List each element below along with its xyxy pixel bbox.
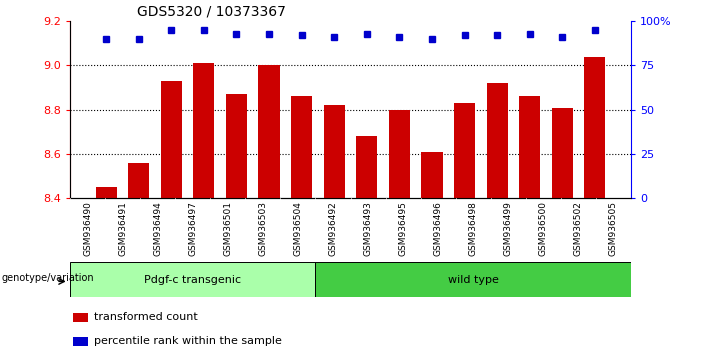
- Bar: [315, 262, 631, 297]
- Text: GSM936503: GSM936503: [259, 201, 267, 256]
- Text: genotype/variation: genotype/variation: [1, 273, 94, 283]
- Text: GSM936498: GSM936498: [469, 201, 477, 256]
- Bar: [324, 105, 345, 198]
- Bar: [421, 152, 442, 198]
- Bar: [70, 262, 315, 297]
- Text: transformed count: transformed count: [94, 312, 198, 322]
- Text: GSM936501: GSM936501: [224, 201, 232, 256]
- Text: percentile rank within the sample: percentile rank within the sample: [94, 336, 282, 346]
- Bar: [486, 83, 508, 198]
- Text: GSM936491: GSM936491: [118, 201, 127, 256]
- Bar: [291, 97, 312, 198]
- Text: GSM936490: GSM936490: [83, 201, 92, 256]
- Text: GSM936492: GSM936492: [329, 201, 337, 256]
- Text: GSM936504: GSM936504: [294, 201, 302, 256]
- Text: GSM936496: GSM936496: [434, 201, 442, 256]
- Text: Pdgf-c transgenic: Pdgf-c transgenic: [144, 275, 241, 285]
- Bar: [584, 57, 606, 198]
- Text: GSM936497: GSM936497: [189, 201, 197, 256]
- Text: GSM936500: GSM936500: [539, 201, 547, 256]
- Text: GSM936499: GSM936499: [504, 201, 512, 256]
- Text: GSM936505: GSM936505: [609, 201, 618, 256]
- Bar: [259, 65, 280, 198]
- Bar: [193, 63, 215, 198]
- Bar: [73, 337, 88, 346]
- Text: wild type: wild type: [448, 275, 498, 285]
- Text: GDS5320 / 10373367: GDS5320 / 10373367: [137, 5, 286, 19]
- Text: GSM936493: GSM936493: [364, 201, 372, 256]
- Bar: [128, 163, 149, 198]
- Text: GSM936495: GSM936495: [399, 201, 407, 256]
- Bar: [73, 313, 88, 322]
- Bar: [389, 110, 410, 198]
- Text: GSM936502: GSM936502: [574, 201, 583, 256]
- Bar: [356, 136, 377, 198]
- Bar: [161, 81, 182, 198]
- Text: GSM936494: GSM936494: [154, 201, 162, 256]
- Bar: [226, 94, 247, 198]
- Bar: [95, 187, 117, 198]
- Bar: [552, 108, 573, 198]
- Bar: [454, 103, 475, 198]
- Bar: [519, 97, 540, 198]
